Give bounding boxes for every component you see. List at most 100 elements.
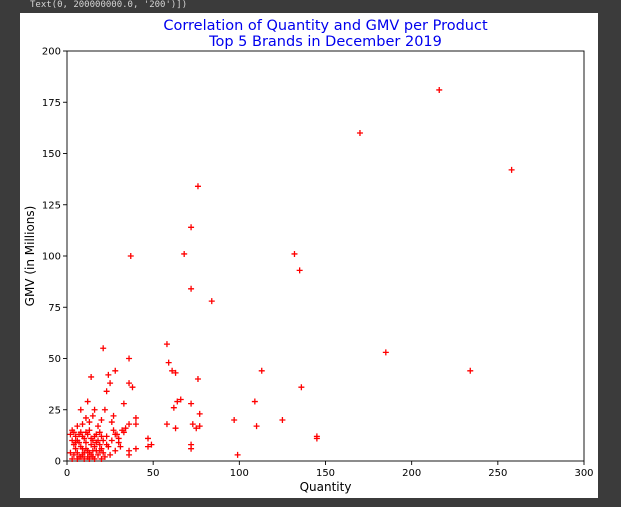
data-point	[110, 412, 117, 419]
data-point	[74, 455, 81, 462]
data-point	[79, 421, 86, 428]
data-point	[81, 455, 88, 462]
data-point	[148, 441, 155, 448]
x-tick-label: 250	[488, 468, 507, 479]
data-point	[253, 423, 260, 430]
data-point	[77, 406, 84, 413]
data-point	[196, 410, 203, 417]
data-point	[81, 449, 88, 456]
data-point	[174, 398, 181, 405]
data-point	[100, 449, 107, 456]
data-point	[74, 423, 81, 430]
data-point	[177, 396, 184, 403]
data-point	[163, 421, 170, 428]
data-point	[86, 455, 93, 462]
data-point	[96, 429, 103, 436]
data-point	[69, 427, 76, 434]
data-point	[95, 437, 102, 444]
data-point	[467, 367, 474, 374]
data-point	[126, 451, 133, 458]
y-tick-label: 50	[48, 354, 61, 365]
data-point	[100, 437, 107, 444]
y-axis-label: GMV (in Millions)	[23, 206, 37, 307]
data-point	[103, 441, 110, 448]
data-point	[67, 449, 74, 456]
data-points	[67, 86, 515, 462]
data-point	[72, 433, 79, 440]
data-point	[88, 373, 95, 380]
data-point	[100, 345, 107, 352]
data-point	[144, 443, 151, 450]
data-point	[98, 417, 105, 423]
data-point	[76, 431, 83, 438]
data-point	[98, 433, 105, 440]
data-point	[77, 453, 84, 460]
data-point	[91, 455, 98, 462]
data-point	[101, 406, 108, 413]
data-point	[181, 250, 188, 257]
cell-output-text: Text(0, 200000000.0, '200')])	[30, 0, 188, 10]
data-point	[95, 451, 102, 458]
figure: Correlation of Quantity and GMV per Prod…	[20, 13, 598, 498]
data-point	[82, 414, 89, 421]
data-point	[84, 398, 91, 405]
data-point	[251, 398, 258, 405]
data-point	[107, 451, 114, 458]
chart-title-line-1: Correlation of Quantity and GMV per Prod…	[163, 18, 488, 34]
data-point	[169, 367, 176, 374]
data-point	[508, 166, 515, 173]
y-tick-label: 125	[42, 200, 61, 211]
data-point	[313, 435, 320, 442]
data-point	[98, 455, 105, 462]
data-point	[107, 380, 114, 387]
y-axis: 0 25 50 75 100 125 150 175 200	[42, 47, 67, 468]
data-point	[129, 384, 136, 391]
data-point	[117, 443, 124, 450]
data-point	[172, 425, 179, 432]
data-point	[231, 417, 238, 423]
data-point	[165, 359, 172, 366]
data-point	[144, 435, 151, 442]
data-point	[79, 433, 86, 440]
data-point	[189, 421, 196, 428]
data-point	[95, 423, 102, 430]
data-point	[103, 433, 110, 440]
data-point	[196, 423, 203, 430]
data-point	[86, 427, 93, 434]
data-point	[79, 445, 86, 452]
data-point	[67, 431, 74, 438]
data-point	[126, 355, 133, 362]
data-point	[93, 447, 100, 454]
data-point	[382, 349, 389, 356]
data-point	[112, 431, 119, 438]
data-point	[112, 367, 119, 374]
data-point	[115, 439, 122, 446]
data-point	[188, 400, 195, 407]
data-point	[193, 425, 200, 432]
data-point	[82, 429, 89, 436]
data-point	[93, 431, 100, 438]
data-point	[234, 451, 241, 458]
data-point	[120, 400, 127, 407]
data-point	[208, 298, 215, 305]
x-tick-label: 100	[230, 468, 249, 479]
data-point	[194, 376, 201, 382]
data-point	[119, 427, 126, 434]
data-point	[291, 250, 298, 257]
data-point	[69, 455, 76, 462]
data-point	[163, 341, 170, 348]
y-tick-label: 25	[48, 405, 61, 416]
x-tick-label: 200	[402, 468, 421, 479]
y-tick-label: 200	[42, 47, 61, 58]
data-point	[132, 421, 139, 428]
data-point	[69, 437, 76, 444]
y-tick-label: 0	[55, 457, 61, 468]
data-point	[86, 449, 93, 456]
chart-title-line-2: Top 5 Brands in December 2019	[208, 34, 442, 50]
data-point	[112, 447, 119, 454]
data-point	[132, 414, 139, 421]
y-tick-label: 175	[42, 98, 61, 109]
data-point	[188, 445, 195, 452]
data-point	[298, 384, 305, 391]
data-point	[172, 369, 179, 376]
